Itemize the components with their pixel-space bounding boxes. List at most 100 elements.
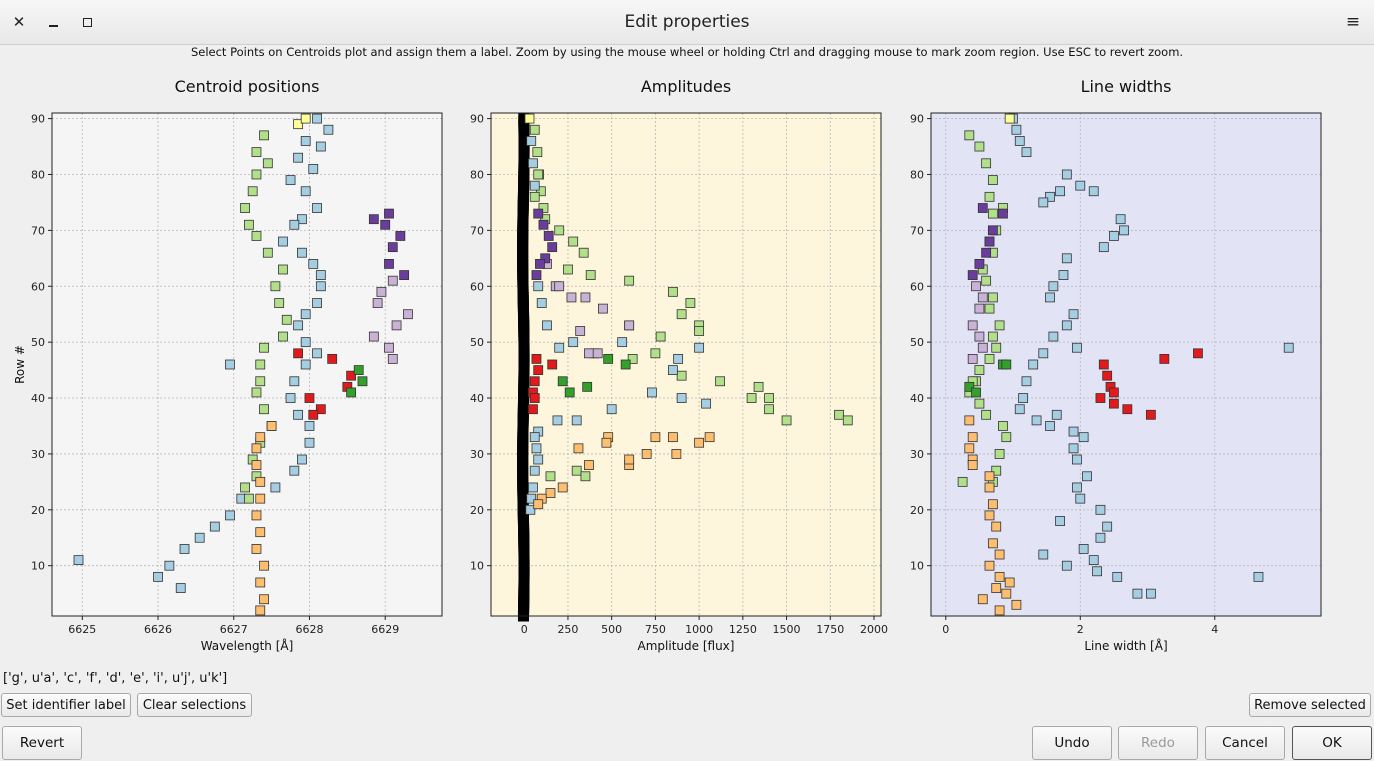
data-point [308,163,319,174]
data-point [243,493,254,504]
data-point [584,348,594,359]
data-point [545,471,556,482]
minimize-icon[interactable] [42,11,64,33]
data-point [977,594,988,605]
data-point [308,258,319,269]
data-point [387,275,398,286]
data-point [991,583,1002,593]
data-point [987,175,998,185]
hamburger-menu-icon[interactable]: ≡ [1345,12,1361,32]
data-point [1068,309,1079,320]
data-point [552,415,563,426]
data-point [533,365,544,375]
data-point [557,376,568,387]
data-point [1051,409,1062,420]
data-point [251,544,262,554]
data-point [251,443,262,454]
data-point [624,454,635,465]
data-point [974,258,985,269]
data-point [543,231,554,241]
ok-button[interactable]: OK [1292,726,1372,760]
undo-button[interactable]: Undo [1032,726,1112,760]
data-point [1193,348,1203,359]
tick-label-y: 50 [31,336,45,349]
clear-selections-button[interactable]: Clear selections [137,693,252,717]
tick-label-y: 50 [470,336,484,349]
set-identifier-label-button[interactable]: Set identifier label [1,693,131,717]
data-point [580,471,591,482]
data-point [312,113,322,124]
data-point [994,449,1005,459]
data-point [575,326,586,336]
data-point [1072,454,1082,465]
data-point [289,465,300,476]
data-point [524,113,535,124]
data-point [1038,197,1049,208]
data-point [1122,404,1133,415]
redo-button[interactable]: Redo [1118,726,1198,760]
data-point [278,236,288,247]
data-point [1001,432,1012,443]
tick-label-x: 1250 [729,623,757,636]
data-point [998,208,1008,219]
data-point [582,381,593,392]
data-point [531,270,542,280]
data-point [584,460,594,471]
data-point [529,124,540,135]
plot-frame [51,112,443,617]
data-point [293,152,304,163]
data-point [1102,521,1113,532]
centroids-plot[interactable]: 6625 6626 6627 6628 6629 10 20 30 40 50 60 70 80 90 Wa… [13,112,443,653]
data-point [535,258,545,269]
remove-selected-button[interactable]: Remove selected [1249,693,1371,717]
data-point [540,253,551,264]
data-point [1004,113,1015,124]
tick-label-y: 70 [910,224,924,237]
data-point [194,532,205,543]
maximize-icon[interactable] [76,11,98,33]
data-point [627,354,638,364]
data-point [1108,231,1119,241]
tick-label-y: 80 [31,168,45,181]
data-point [179,544,190,554]
data-point [297,454,307,465]
data-point [384,208,394,219]
cancel-button[interactable]: Cancel [1205,726,1285,760]
centroids-plot-title: Centroid positions [174,77,320,96]
data-point [255,376,266,387]
close-icon[interactable]: ✕ [12,13,26,31]
data-point [753,381,764,392]
data-point [1061,169,1072,180]
data-point [529,465,540,476]
data-point [262,247,273,258]
data-point [255,493,266,504]
plot-background [52,113,442,616]
data-point [384,258,394,269]
tick-label-y: 10 [470,560,484,573]
data-point [1095,393,1106,403]
data-point [987,292,998,303]
data-point [403,309,413,320]
plots-canvas[interactable]: 6625 6626 6627 6628 6629102030405060708090Wa… [0,0,1374,670]
data-point [259,404,269,415]
data-point [251,231,262,241]
data-point [676,309,687,320]
data-point [175,583,186,593]
data-point [532,147,543,158]
linewidths-plot-title: Line widths [1080,77,1172,96]
tick-label-x: 4 [1211,623,1218,636]
data-point [526,493,537,504]
data-point [387,242,398,253]
data-point [255,359,266,370]
data-point [781,415,792,426]
tick-label-y: 60 [31,280,45,293]
data-point [578,247,589,258]
data-point [529,191,540,202]
data-point [701,398,712,409]
revert-button[interactable]: Revert [2,726,82,760]
data-point [281,314,292,325]
data-point [153,571,163,582]
tick-label-x: 1000 [685,623,713,636]
data-point [984,236,995,247]
data-point [308,409,319,420]
